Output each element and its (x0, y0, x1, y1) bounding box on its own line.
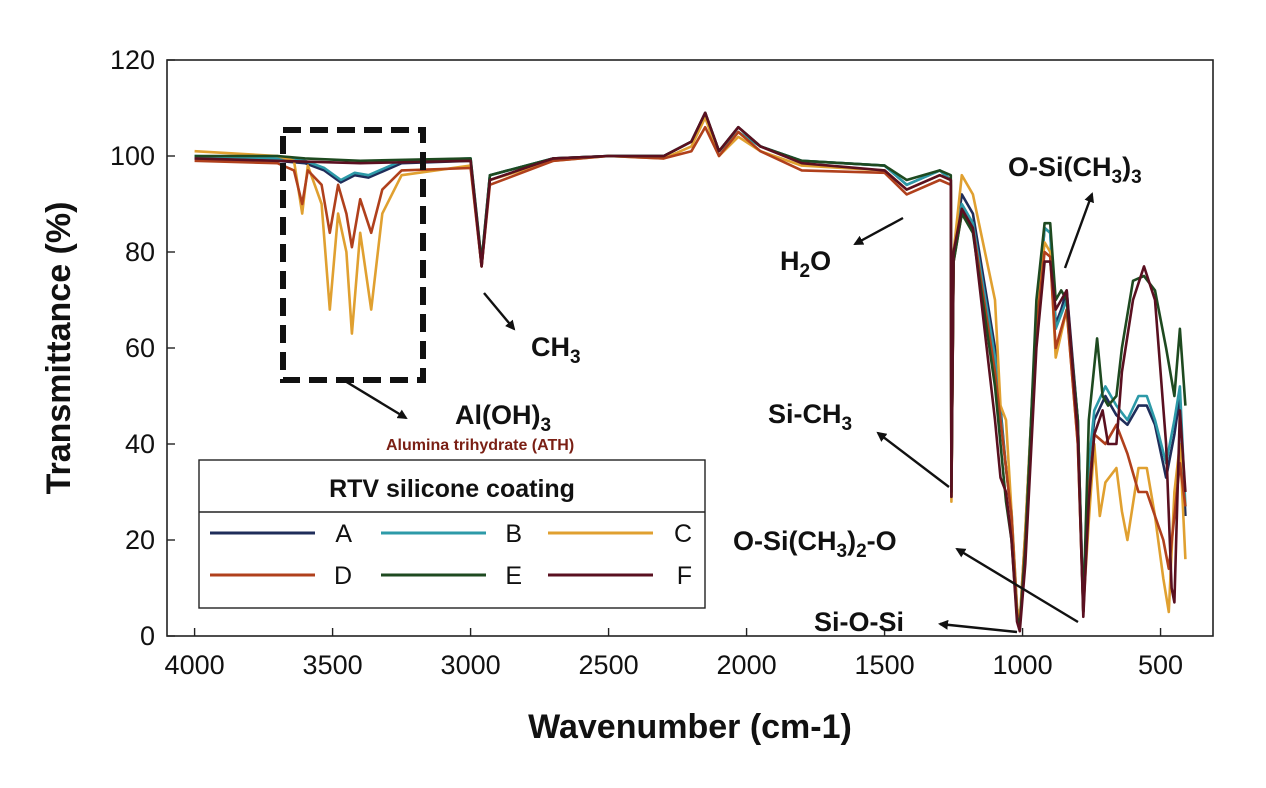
legend-label-a: A (335, 520, 352, 548)
osi3-arrow (1063, 192, 1094, 269)
sich3-arrow (876, 431, 950, 488)
legend-label-c: C (674, 520, 692, 548)
osi2-arrow (955, 547, 1079, 624)
h2o-label: H2O (780, 246, 831, 282)
legend-title: RTV silicone coating (329, 475, 575, 503)
x-tick-label: 3000 (441, 650, 501, 680)
x-tick-label: 3500 (303, 650, 363, 680)
y-tick-label: 20 (125, 525, 155, 555)
siosi-arrow (938, 619, 1018, 634)
y-tick-label: 40 (125, 429, 155, 459)
legend: RTV silicone coating A B C D E F (198, 459, 706, 609)
y-tick-label: 60 (125, 333, 155, 363)
ath-highlight-box (280, 127, 426, 383)
y-tick-label: 100 (110, 141, 155, 171)
series-line-c (194, 116, 1187, 623)
x-tick-label: 2000 (717, 650, 777, 680)
x-tick-label: 2500 (579, 650, 639, 680)
ath-caption: Alumina trihydrate (ATH) (386, 437, 574, 454)
series-layer (194, 111, 1187, 633)
series-line-f (194, 111, 1187, 633)
ch3-arrow (483, 292, 516, 331)
y-axis-title: Transmittance (%) (40, 202, 78, 495)
osi2-label: O-Si(CH3)2-O (733, 526, 897, 562)
y-tick-label: 80 (125, 237, 155, 267)
x-tick-label: 500 (1138, 650, 1183, 680)
ath-label: Al(OH)3 (455, 400, 551, 436)
axis-ticks: 4000 3500 3000 2500 2000 1500 1000 500 0 20 40 60 80… (110, 45, 1183, 680)
x-tick-label: 1500 (855, 650, 915, 680)
legend-label-e: E (505, 562, 522, 590)
sich3-label: Si-CH3 (768, 399, 852, 435)
legend-label-d: D (334, 562, 352, 590)
y-tick-label: 120 (110, 45, 155, 75)
siosi-label: Si-O-Si (814, 607, 904, 637)
x-tick-label: 4000 (165, 650, 225, 680)
legend-entries: A B C D E F (210, 520, 692, 590)
legend-label-f: F (677, 562, 692, 590)
y-tick-label: 0 (140, 621, 155, 651)
x-axis-title: Wavenumber (cm-1) (528, 708, 852, 746)
osi3-label: O-Si(CH3)3 (1008, 152, 1142, 188)
legend-label-b: B (505, 520, 522, 548)
x-tick-label: 1000 (993, 650, 1053, 680)
ath-arrow (339, 376, 408, 420)
h2o-arrow (853, 216, 904, 246)
ch3-label: CH3 (531, 332, 581, 368)
